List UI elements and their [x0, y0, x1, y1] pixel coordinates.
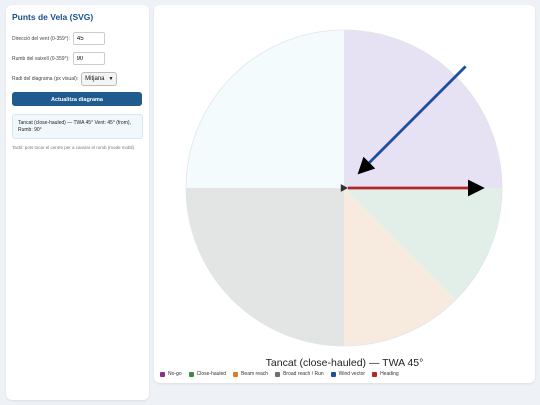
legend-item: Heading — [372, 371, 399, 377]
diagram-caption: Tancat (close-hauled) — TWA 45° — [265, 357, 424, 369]
points-of-sail-diagram[interactable] — [154, 5, 535, 383]
radius-select-value: Mitjana — [85, 75, 105, 82]
legend-item: Close-hauled — [188, 371, 227, 377]
hint-text: Tactil: pots tocar el centre per a canvi… — [12, 145, 136, 150]
heading-input[interactable] — [72, 52, 105, 65]
legend-item: No-go — [160, 371, 182, 377]
control-panel: Punts de Vela (SVG) Direcció del vent (0… — [6, 5, 149, 400]
wind-direction-label: Direcció del vent (0-359°): — [12, 35, 70, 42]
sector-northwest — [186, 30, 344, 188]
wind-direction-row: Direcció del vent (0-359°): — [12, 31, 143, 46]
wind-direction-input[interactable] — [72, 32, 105, 45]
legend-item: Wind vector — [330, 371, 366, 377]
legend-swatch — [372, 371, 378, 377]
legend-swatch — [233, 371, 239, 377]
sector-southwest — [186, 188, 344, 346]
panel-title: Punts de Vela (SVG) — [12, 12, 94, 22]
legend-label: Beam reach — [241, 371, 269, 377]
sail-sectors — [185, 29, 503, 347]
legend-swatch — [160, 371, 165, 377]
wind-vector-arrow — [357, 65, 467, 175]
diagram-panel: Tancat (close-hauled) — TWA 45° No-go Clo… — [154, 5, 535, 383]
legend-item: Broad reach / Run — [275, 371, 324, 377]
legend-label: Heading — [380, 371, 399, 377]
radius-label: Radi del diagrama (px visual): — [12, 75, 79, 82]
legend-label: Broad reach / Run — [283, 371, 324, 377]
heading-label: Rumb del vaixell (0-359°): — [12, 55, 70, 62]
update-diagram-button[interactable]: Actualitza diagrama — [12, 92, 142, 106]
diagram-outline — [185, 29, 503, 347]
legend-swatch — [275, 371, 281, 377]
center-marker[interactable] — [340, 184, 348, 192]
status-box: Tancat (close-hauled) — TWA 45° Vent: 45… — [12, 114, 143, 139]
sector-east-southeast — [344, 188, 502, 300]
radius-select[interactable]: Mitjana ▼ — [81, 71, 118, 86]
legend-label: Close-hauled — [196, 371, 227, 377]
legend: No-go Close-hauled Beam reach Broad reach /… — [160, 371, 406, 377]
radius-row: Radi del diagrama (px visual): Mitjana ▼ — [12, 71, 143, 86]
sector-south-southeast — [344, 188, 456, 346]
chevron-down-icon: ▼ — [108, 75, 114, 82]
legend-label: Wind vector — [338, 371, 366, 377]
legend-swatch — [188, 371, 194, 377]
legend-item: Beam reach — [233, 371, 268, 377]
legend-label: No-go — [168, 371, 182, 377]
legend-swatch — [330, 371, 336, 377]
heading-row: Rumb del vaixell (0-359°): — [12, 51, 143, 66]
